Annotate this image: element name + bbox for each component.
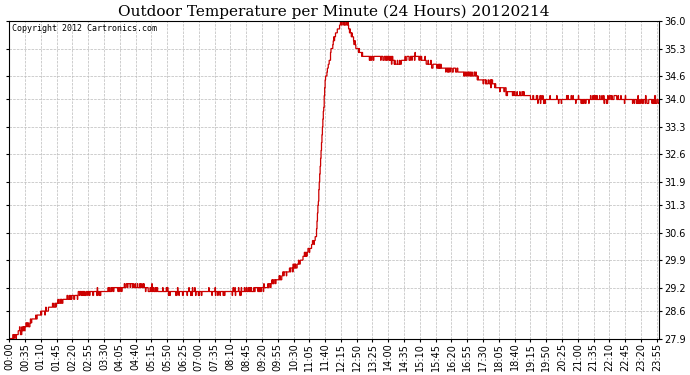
Text: Copyright 2012 Cartronics.com: Copyright 2012 Cartronics.com	[12, 24, 157, 33]
Title: Outdoor Temperature per Minute (24 Hours) 20120214: Outdoor Temperature per Minute (24 Hours…	[118, 4, 550, 18]
